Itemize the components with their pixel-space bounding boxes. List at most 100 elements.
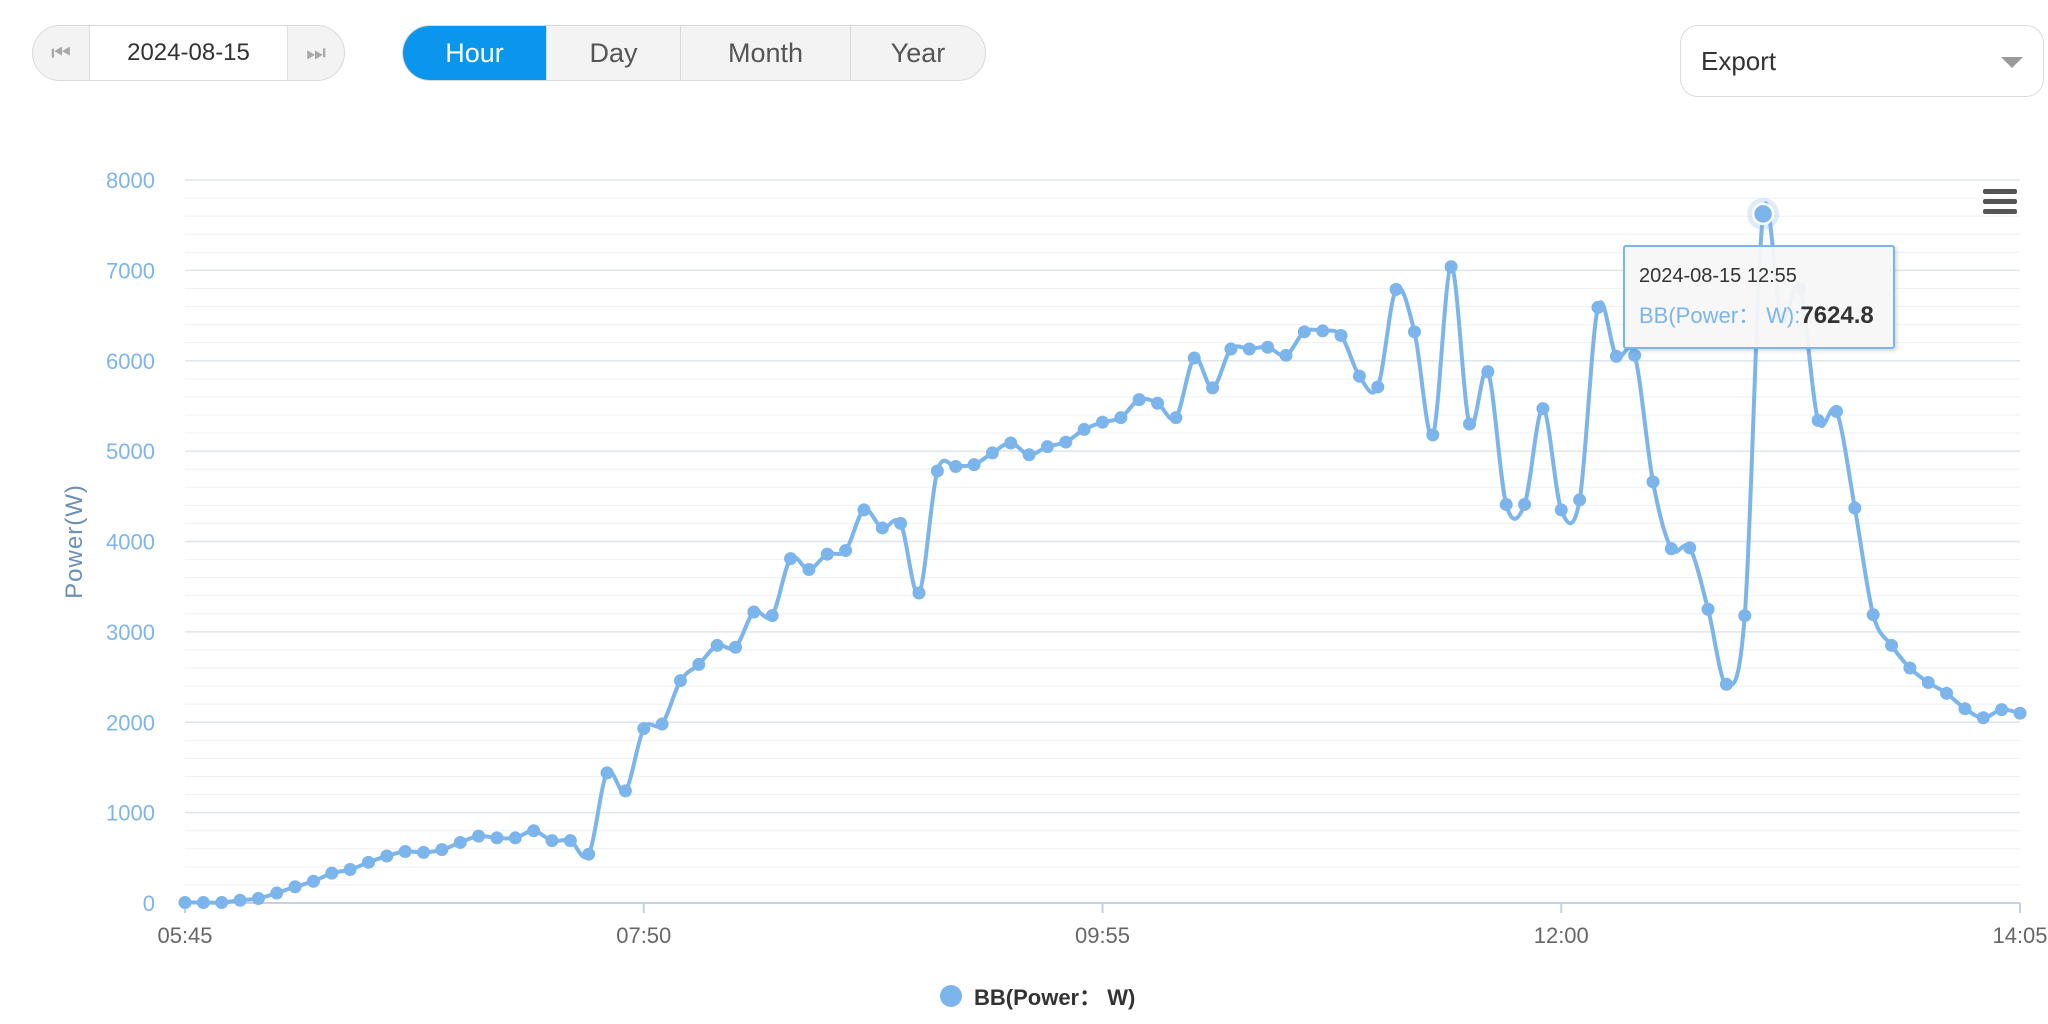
data-point	[1609, 349, 1623, 363]
data-point	[1132, 393, 1146, 407]
x-tick-label: 12:00	[1534, 923, 1589, 948]
data-point	[1371, 380, 1385, 394]
skip-back-icon[interactable]: ⏮	[51, 40, 71, 65]
data-point	[1701, 602, 1715, 616]
data-point	[1444, 260, 1458, 274]
data-point	[1499, 497, 1513, 511]
data-point	[1866, 608, 1880, 622]
tab-year[interactable]: Year	[850, 26, 985, 80]
y-tick-label: 7000	[106, 258, 155, 283]
data-point	[1316, 324, 1330, 338]
skip-forward-icon[interactable]: ⏭	[306, 40, 326, 65]
data-point	[1481, 365, 1495, 379]
x-tick-label: 14:05	[1992, 923, 2047, 948]
data-point	[288, 880, 302, 894]
data-point	[1297, 325, 1311, 339]
data-point	[1995, 703, 2009, 717]
data-point	[784, 552, 798, 566]
data-point	[1885, 638, 1899, 652]
data-point	[673, 674, 687, 688]
data-point	[618, 784, 632, 798]
data-point	[802, 563, 816, 577]
data-point	[582, 847, 596, 861]
highlight-point	[1751, 202, 1775, 226]
data-point	[1683, 541, 1697, 555]
date-field[interactable]: 2024-08-15	[89, 26, 288, 80]
data-point	[1169, 411, 1183, 425]
data-point	[839, 544, 853, 558]
y-tick-label: 2000	[106, 710, 155, 735]
legend-item[interactable]: BB(Power： W)	[940, 981, 1135, 1011]
data-point	[1040, 440, 1054, 454]
data-point	[1463, 417, 1476, 431]
data-point	[472, 829, 486, 843]
data-point	[857, 503, 871, 517]
data-point	[894, 516, 908, 530]
data-point	[1921, 675, 1935, 689]
data-point	[563, 834, 577, 848]
data-point	[178, 896, 192, 910]
data-point	[1591, 300, 1605, 314]
data-point	[527, 824, 541, 838]
data-point	[1830, 404, 1843, 418]
data-point	[1224, 342, 1238, 356]
data-point	[1334, 328, 1348, 342]
data-point	[196, 896, 210, 910]
data-point	[747, 605, 761, 619]
data-point	[490, 831, 504, 845]
legend-label: BB(Power： W)	[974, 985, 1136, 1010]
x-tick-label: 05:45	[157, 923, 212, 948]
data-point	[1187, 351, 1201, 365]
data-point	[692, 657, 706, 671]
data-point	[949, 459, 963, 473]
export-dropdown[interactable]: Export	[1680, 25, 2044, 97]
data-point	[1536, 402, 1550, 416]
data-point	[306, 874, 320, 888]
data-point	[967, 458, 981, 472]
export-label: Export	[1701, 45, 1777, 76]
data-point	[1940, 686, 1954, 700]
data-point	[600, 766, 614, 780]
data-point	[1554, 503, 1568, 517]
data-point	[1004, 436, 1018, 450]
data-point	[251, 891, 265, 905]
data-point	[1114, 411, 1128, 425]
data-point	[1352, 369, 1366, 383]
data-point	[637, 722, 651, 736]
data-point	[435, 843, 449, 857]
chevron-down-icon	[2001, 57, 2023, 68]
data-point	[1242, 342, 1256, 356]
data-point	[453, 835, 467, 849]
tooltip-date: 2024-08-15 12:55	[1639, 265, 1797, 287]
tooltip-value: 7624.8	[1800, 302, 1874, 329]
menu-icon[interactable]	[1983, 189, 2017, 217]
y-tick-label: 0	[143, 891, 155, 916]
data-point	[233, 893, 247, 907]
data-point	[912, 586, 926, 600]
data-point	[398, 844, 412, 858]
data-point	[1646, 475, 1660, 489]
data-point	[1719, 677, 1733, 691]
tab-hour[interactable]: Hour	[403, 26, 546, 80]
data-point	[2013, 706, 2027, 720]
tooltip-series: BB(Power： W):	[1639, 303, 1801, 328]
period-tabs: Hour Day Month Year	[402, 25, 986, 81]
data-point	[1261, 340, 1275, 354]
tab-month[interactable]: Month	[680, 26, 850, 80]
data-point	[1279, 348, 1293, 362]
data-point	[1059, 435, 1073, 449]
tab-day[interactable]: Day	[546, 26, 680, 80]
data-point	[985, 446, 999, 460]
x-tick-label: 09:55	[1075, 923, 1130, 948]
data-point	[1407, 325, 1421, 339]
y-tick-label: 5000	[106, 439, 155, 464]
data-point	[1077, 422, 1091, 436]
x-tick-label: 07:50	[616, 923, 671, 948]
data-point	[875, 521, 889, 535]
data-point	[270, 886, 284, 900]
chart-tooltip: 2024-08-15 12:55 BB(Power： W):7624.8	[1623, 245, 1895, 349]
data-point	[380, 849, 394, 863]
data-point	[1389, 282, 1403, 296]
data-point	[1022, 448, 1036, 462]
